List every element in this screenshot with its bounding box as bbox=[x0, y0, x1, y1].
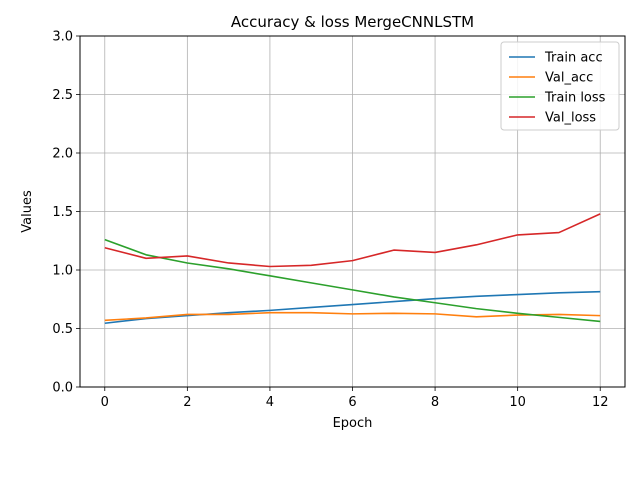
x-tick-label: 8 bbox=[431, 395, 439, 410]
x-tick-label: 4 bbox=[266, 395, 274, 410]
legend-label-train-acc: Train acc bbox=[544, 51, 603, 66]
series-line-val-acc bbox=[104, 311, 601, 322]
legend: Train acc Val_acc Train loss Val_loss bbox=[500, 41, 620, 131]
y-tick-label: 0.5 bbox=[52, 322, 73, 337]
chart-title: Accuracy & loss MergeCNNLSTM bbox=[231, 13, 474, 31]
legend-label-val-loss: Val_loss bbox=[545, 111, 596, 126]
y-tick-label: 3.0 bbox=[52, 30, 73, 45]
ticks: 0 2 4 6 8 10 12 0.0 0.5 1.0 1.5 2.0 2.5 3.0 bbox=[52, 30, 608, 411]
series-line-train-acc bbox=[104, 290, 601, 325]
x-tick-label: 2 bbox=[183, 395, 191, 410]
y-tick-label: 1.0 bbox=[52, 264, 73, 279]
x-tick-label: 6 bbox=[348, 395, 356, 410]
series-line-val-loss bbox=[104, 213, 601, 268]
x-tick-label: 0 bbox=[101, 395, 109, 410]
x-tick-label: 12 bbox=[592, 395, 609, 410]
series-line-train-loss bbox=[104, 238, 601, 323]
y-tick-label: 1.5 bbox=[52, 205, 73, 220]
legend-box bbox=[500, 41, 620, 131]
y-axis-label: Values bbox=[20, 190, 35, 233]
y-tick-label: 2.0 bbox=[52, 147, 73, 162]
legend-label-train-loss: Train loss bbox=[544, 91, 606, 106]
y-tick-label: 0.0 bbox=[52, 381, 73, 396]
x-tick-label: 10 bbox=[509, 395, 526, 410]
x-axis-label: Epoch bbox=[333, 416, 373, 431]
series-group bbox=[104, 213, 601, 325]
y-tick-label: 2.5 bbox=[52, 88, 73, 103]
legend-label-val-acc: Val_acc bbox=[545, 71, 593, 86]
